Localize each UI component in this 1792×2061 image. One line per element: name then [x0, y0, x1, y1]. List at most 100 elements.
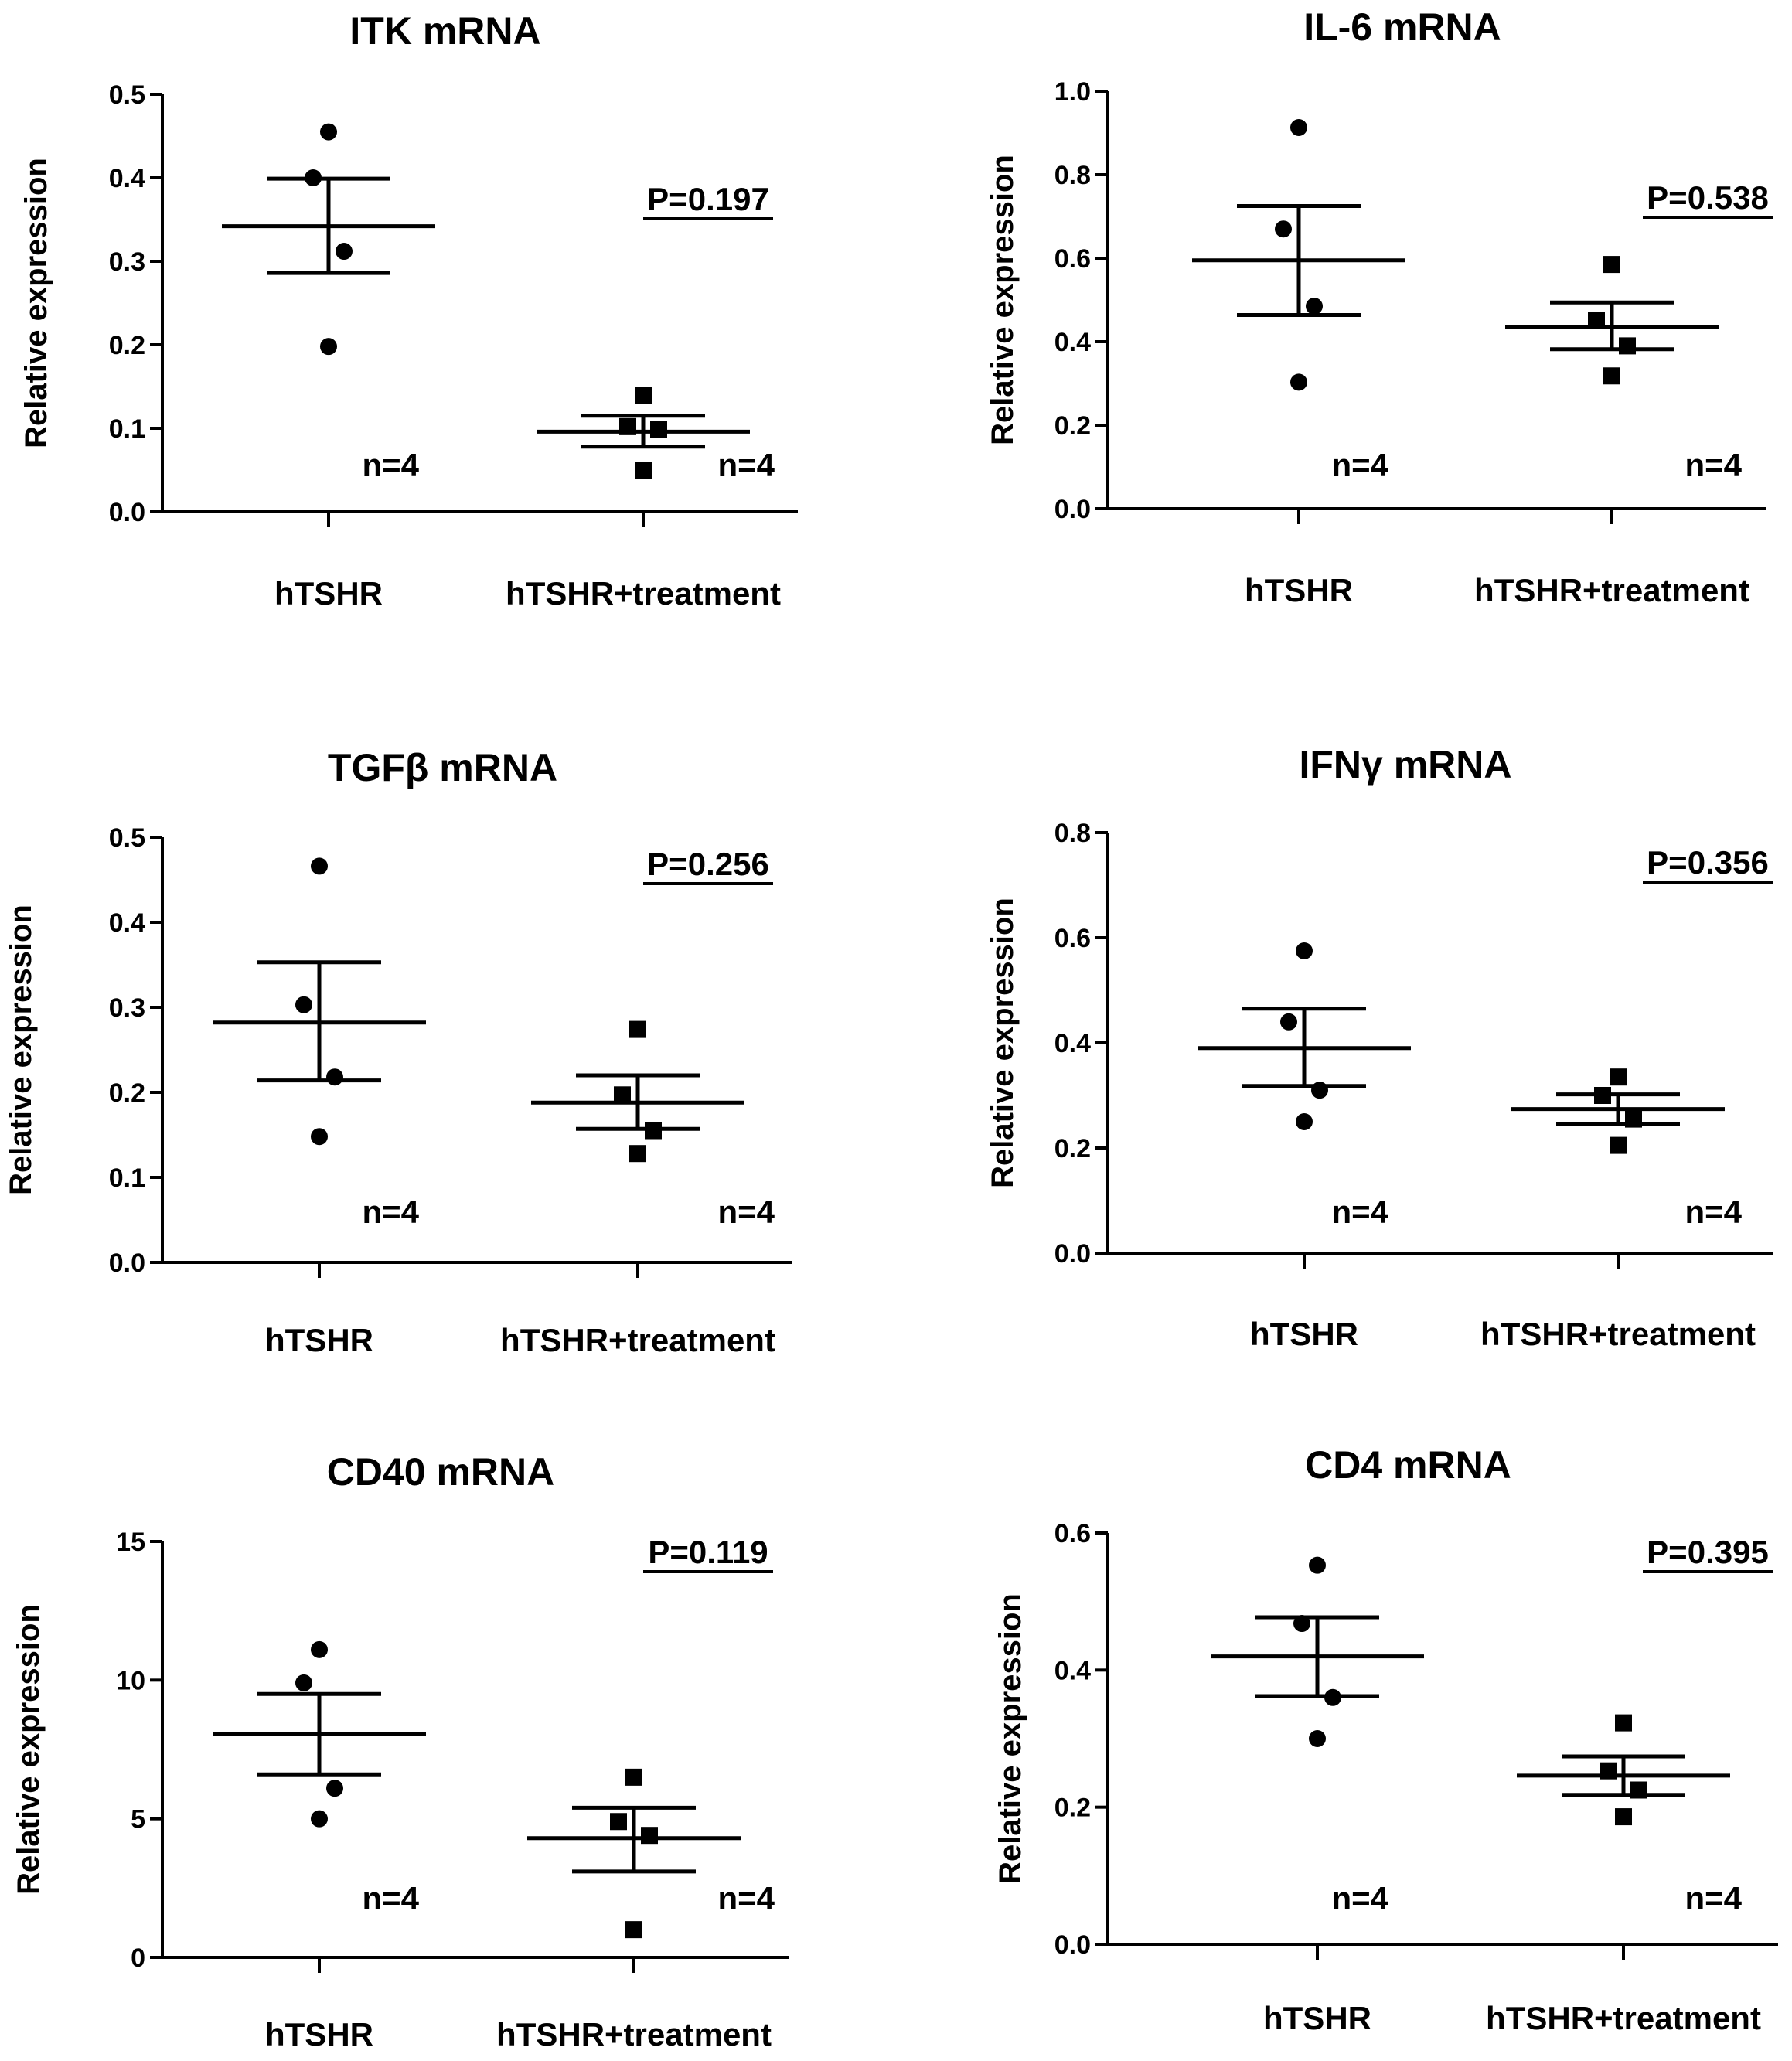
chart-title: ITK mRNA [349, 9, 540, 53]
series-control: n=4 [222, 123, 435, 483]
x-category-label: hTSHR [265, 1322, 373, 1358]
x-category-label: hTSHR+treatment [1486, 2000, 1761, 2036]
data-point [1619, 337, 1636, 355]
y-tick-label: 0.3 [109, 993, 145, 1023]
x-category-label: hTSHR [274, 575, 383, 611]
data-point [311, 857, 328, 875]
y-tick-label: 0.3 [109, 247, 145, 277]
data-point [305, 169, 322, 186]
data-point [635, 387, 652, 404]
chart-title: IFNγ mRNA [1299, 743, 1511, 786]
data-point [311, 1810, 328, 1828]
x-category-label: hTSHR+treatment [1474, 572, 1749, 608]
data-point [1280, 1013, 1297, 1030]
data-point [295, 1674, 312, 1691]
data-point [295, 996, 312, 1013]
data-point [1610, 1136, 1627, 1154]
data-point [1296, 1113, 1313, 1130]
data-point [1311, 1082, 1328, 1099]
data-point [1588, 312, 1605, 329]
sample-size-label: n=4 [362, 447, 419, 483]
x-category-label: hTSHR [1263, 2000, 1371, 2036]
series-treatment: n=4 [527, 1768, 775, 1939]
data-point [635, 462, 652, 479]
series-control: n=4 [1192, 118, 1405, 483]
series-control: n=4 [213, 857, 426, 1230]
data-point [1615, 1714, 1632, 1732]
data-point [1293, 1615, 1310, 1633]
y-tick-label: 0.2 [109, 331, 145, 360]
y-tick-label: 1.0 [1054, 77, 1091, 107]
series-treatment: n=4 [1511, 1068, 1743, 1230]
data-point [1625, 1110, 1642, 1128]
series-control: n=4 [1198, 942, 1411, 1230]
data-point [1290, 118, 1307, 136]
p-value-label: P=0.356 [1647, 844, 1769, 881]
data-point [1306, 298, 1323, 315]
y-tick-label: 0.6 [1054, 1519, 1091, 1548]
sample-size-label: n=4 [717, 1880, 775, 1916]
sample-size-label: n=4 [362, 1880, 419, 1916]
y-tick-label: 0 [131, 1943, 145, 1973]
chart-title: CD4 mRNA [1305, 1443, 1511, 1487]
y-tick-label: 0.1 [109, 414, 145, 444]
data-point [614, 1086, 631, 1104]
sample-size-label: n=4 [1331, 447, 1388, 483]
y-tick-label: 0.2 [109, 1078, 145, 1108]
sample-size-label: n=4 [1331, 1194, 1388, 1230]
x-category-label: hTSHR+treatment [506, 575, 781, 611]
data-point [311, 1640, 328, 1658]
p-value-label: P=0.119 [648, 1534, 768, 1570]
chart-panel-2: IL-6 mRNA Relative expression 0.0 0.2 0.4 0.6… [986, 5, 1773, 608]
chart-panel-5: CD40 mRNA Relative expression 0 5 10 15 hTSHR h… [12, 1450, 789, 2052]
data-point [645, 1122, 662, 1140]
data-point [1610, 1068, 1627, 1086]
data-point [1275, 220, 1292, 238]
p-value-label: P=0.197 [647, 181, 769, 217]
data-point [1630, 1781, 1647, 1799]
x-category-label: hTSHR+treatment [500, 1322, 775, 1358]
y-tick-label: 0.4 [109, 164, 145, 193]
y-tick-label: 0.0 [1054, 1930, 1091, 1960]
data-point [336, 243, 353, 261]
chart-panel-1: ITK mRNA Relative expression 0.0 0.1 0.2 0.3 0… [19, 9, 798, 611]
data-point [650, 421, 667, 438]
sample-size-label: n=4 [717, 1194, 775, 1230]
chart-title: IL-6 mRNA [1303, 5, 1501, 49]
x-category-label: hTSHR [1250, 1316, 1358, 1352]
data-point [1296, 942, 1313, 959]
data-point [326, 1780, 343, 1797]
y-tick-label: 0.2 [1054, 1134, 1091, 1163]
series-treatment: n=4 [537, 387, 775, 483]
p-value-label: P=0.395 [1647, 1534, 1769, 1570]
series-treatment: n=4 [1517, 1714, 1743, 1916]
y-axis-label: Relative expression [993, 1593, 1027, 1884]
chart-panel-4: IFNγ mRNA Relative expression 0.0 0.2 0.4 0.6… [986, 743, 1773, 1352]
y-tick-label: 0.2 [1054, 1794, 1091, 1823]
data-point [1603, 256, 1620, 274]
data-point [625, 1768, 642, 1786]
y-axis-label: Relative expression [4, 904, 38, 1195]
data-point [1615, 1808, 1632, 1826]
y-tick-label: 0.0 [109, 498, 145, 527]
y-tick-label: 0.0 [1054, 495, 1091, 524]
x-category-label: hTSHR [1245, 572, 1353, 608]
chart-panel-6: CD4 mRNA Relative expression 0.0 0.2 0.4 0.6 h… [993, 1443, 1778, 2036]
data-point [1603, 367, 1620, 385]
y-tick-label: 0.2 [1054, 411, 1091, 441]
y-tick-label: 0.4 [1054, 1029, 1091, 1058]
data-point [311, 1128, 328, 1146]
y-tick-label: 5 [131, 1805, 145, 1834]
data-point [1290, 373, 1307, 391]
y-tick-label: 0.8 [1054, 819, 1091, 848]
data-point [320, 123, 337, 141]
sample-size-label: n=4 [1685, 1194, 1742, 1230]
y-tick-label: 0.4 [1054, 328, 1091, 357]
chart-panel-3: TGFβ mRNA Relative expression 0.0 0.1 0.2 0.3… [4, 746, 792, 1358]
sample-size-label: n=4 [717, 447, 775, 483]
y-tick-label: 0.1 [109, 1163, 145, 1193]
y-tick-label: 0.8 [1054, 161, 1091, 190]
data-point [1309, 1730, 1326, 1747]
y-tick-label: 10 [116, 1666, 145, 1695]
